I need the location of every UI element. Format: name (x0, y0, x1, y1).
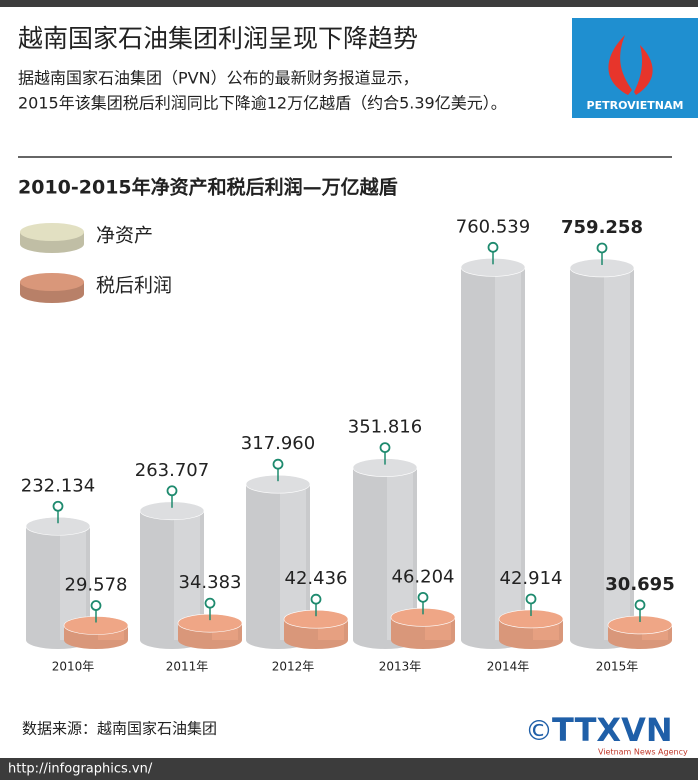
label-marker (310, 593, 322, 605)
bar (283, 609, 349, 649)
bar (498, 609, 564, 649)
bar (607, 615, 673, 649)
subtitle: 2015年该集团税后利润同比下降逾12万亿越盾（约合5.39亿美元）。 (18, 94, 507, 113)
bar (460, 258, 526, 649)
value-label: 760.539 (456, 216, 530, 237)
logo-flame (634, 45, 653, 95)
legend-label: 净资产 (96, 225, 153, 247)
label-marker (634, 599, 646, 611)
legend-swatch (20, 223, 84, 241)
agency-sub: Vietnam News Agency (598, 748, 688, 757)
value-label: 232.134 (21, 475, 95, 496)
bar (63, 616, 129, 649)
value-label: 42.436 (285, 568, 348, 589)
value-label: 42.914 (500, 568, 563, 589)
bar-highlight (604, 267, 630, 640)
label-marker (596, 242, 608, 254)
label-marker (90, 600, 102, 611)
copyright: © (525, 714, 553, 747)
bar (25, 516, 91, 649)
x-tick-label: 2014年 (487, 660, 530, 674)
legend-label: 税后利润 (96, 275, 172, 297)
logo-text: PETROVIETNAM (587, 99, 684, 112)
label-marker (487, 241, 499, 253)
value-label: 759.258 (561, 217, 643, 238)
label-marker (379, 442, 391, 454)
label-marker (272, 458, 284, 470)
label-marker (166, 485, 178, 497)
logo: PETROVIETNAM (572, 18, 698, 118)
subtitle: 据越南国家石油集团（PVN）公布的最新财务报道显示， (18, 69, 419, 88)
value-label: 29.578 (65, 575, 128, 596)
value-label: 317.960 (241, 433, 315, 454)
x-tick-label: 2011年 (166, 660, 209, 674)
logo-flame (608, 35, 632, 95)
agency: TTXVN (552, 711, 673, 749)
bar (177, 613, 243, 649)
logo-bg (572, 18, 698, 118)
value-label: 351.816 (348, 417, 422, 438)
label-marker (525, 593, 537, 605)
label-marker (204, 597, 216, 609)
value-label: 46.204 (392, 566, 455, 587)
legend-swatch (20, 273, 84, 291)
title: 越南国家石油集团利润呈现下降趋势 (18, 24, 418, 53)
top-bar (0, 0, 698, 7)
x-tick-label: 2013年 (379, 660, 422, 674)
bar-highlight (495, 267, 521, 640)
x-tick-label: 2010年 (52, 660, 95, 674)
value-label: 30.695 (605, 574, 674, 595)
bottom-bar (0, 758, 698, 780)
label-marker (52, 500, 64, 512)
url: http://infographics.vn/ (8, 762, 153, 777)
label-marker (417, 591, 429, 603)
source: 数据来源：越南国家石油集团 (22, 720, 217, 738)
value-label: 34.383 (179, 572, 242, 593)
chart-title: 2010-2015年净资产和税后利润—万亿越盾 (18, 176, 398, 199)
x-tick-label: 2012年 (272, 660, 315, 674)
x-tick-label: 2015年 (596, 660, 639, 674)
bar (569, 258, 635, 649)
bar (390, 608, 456, 649)
value-label: 263.707 (135, 460, 209, 481)
